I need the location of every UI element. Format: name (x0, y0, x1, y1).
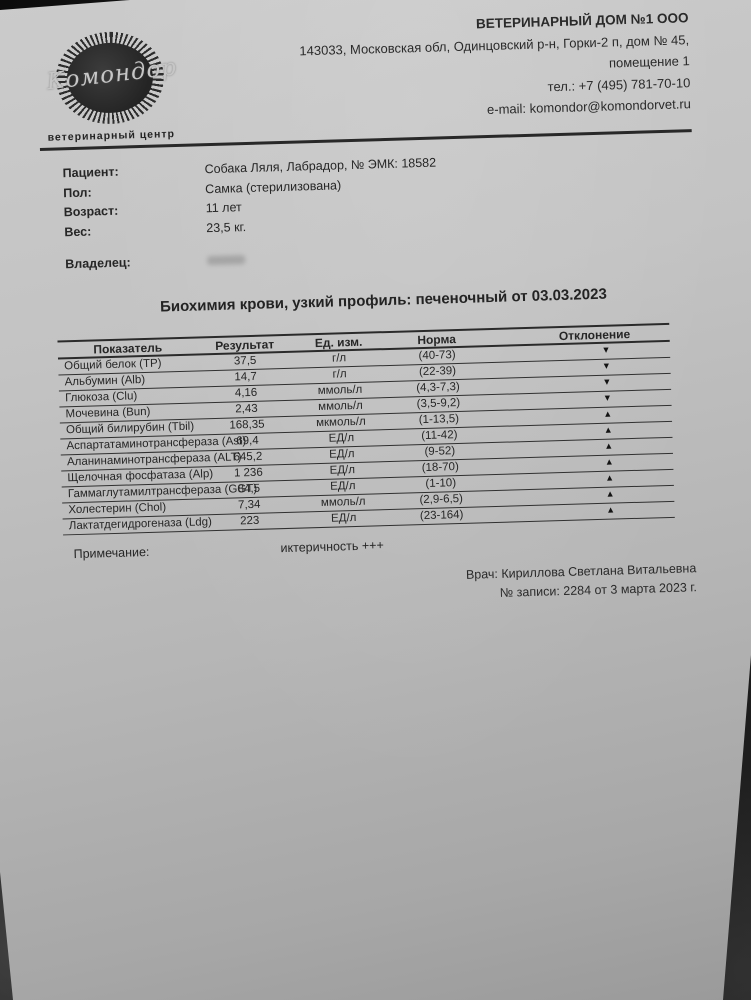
note-value: иктеричность +++ (280, 537, 384, 555)
parameter-name: Щелочная фосфатаза (Alp) (67, 468, 214, 485)
clinic-logo: Комондор ветеринарный центр (36, 6, 245, 144)
owner-label: Владелец: (65, 255, 131, 272)
unit: ммоль/л (317, 383, 363, 398)
clinic-info: ВЕТЕРИНАРНЫЙ ДОМ №1 ООО 143033, Московск… (242, 0, 692, 128)
deviation-arrow-icon: ▼ (602, 392, 612, 403)
result-value: 7,34 (237, 498, 261, 512)
column-header-parameter: Показатель (93, 340, 163, 357)
result-value: 14,7 (234, 370, 257, 384)
unit: мкмоль/л (315, 415, 366, 430)
norm-range: (18-70) (421, 461, 459, 475)
deviation-arrow-icon: ▼ (602, 376, 612, 387)
unit: ЕД/л (329, 448, 355, 461)
unit: ЕД/л (328, 432, 355, 445)
result-value: 4,16 (234, 386, 258, 400)
note-label: Примечание: (73, 544, 150, 561)
unit: ммоль/л (318, 399, 363, 414)
patient-value: 11 лет (205, 200, 242, 216)
unit: г/л (332, 368, 347, 381)
column-header-norm: Норма (417, 332, 457, 348)
patient-info: Пациент: Собака Ляля, Лабрадор, № ЭМК: 1… (40, 146, 695, 275)
deviation-arrow-icon: ▲ (604, 440, 614, 451)
parameter-name: Лактатдегидрогеназа (Ldg) (68, 516, 213, 533)
signature-block: Врач: Кириллова Светлана Витальевна № за… (52, 558, 705, 616)
komondor-dog-logo-icon: Комондор (45, 30, 178, 126)
unit: г/л (331, 352, 347, 365)
norm-range: (11-42) (421, 429, 458, 443)
norm-range: (4,3-7,3) (416, 380, 460, 395)
parameter-name: Холестерин (Chol) (68, 501, 167, 517)
result-value: 69,4 (236, 434, 259, 448)
norm-range: (1-10) (425, 477, 457, 490)
result-value: 223 (239, 514, 260, 528)
deviation-arrow-icon: ▲ (605, 504, 616, 515)
masthead: Комондор ветеринарный центр ВЕТЕРИНАРНЫЙ… (36, 0, 692, 144)
norm-range: (3,5-9,2) (416, 396, 461, 411)
deviation-arrow-icon: ▼ (601, 344, 611, 355)
unit: ЕД/л (329, 480, 356, 493)
parameter-name: Альбумин (Alb) (64, 374, 146, 389)
deviation-arrow-icon: ▲ (603, 408, 613, 419)
owner-row: Владелец: (65, 237, 695, 275)
deviation-arrow-icon: ▲ (604, 456, 614, 467)
owner-name-redaction-blur (207, 255, 246, 266)
result-value: 2,43 (235, 402, 258, 416)
result-value: 1 236 (233, 466, 263, 480)
parameter-name: Общий билирубин (Tbil) (65, 420, 195, 437)
result-value: 37,5 (233, 354, 257, 368)
deviation-arrow-icon: ▲ (605, 488, 615, 499)
parameter-name: Мочевина (Bun) (65, 405, 151, 421)
patient-value: 23,5 кг. (206, 219, 247, 235)
deviation-arrow-icon: ▲ (603, 424, 613, 435)
result-value: 168,35 (229, 418, 265, 432)
deviation-arrow-icon: ▼ (601, 360, 612, 371)
column-header-unit: Ед. изм. (314, 334, 363, 351)
norm-range: (2,9-6,5) (419, 492, 464, 507)
norm-range: (40-73) (418, 349, 456, 363)
result-value: 645,2 (233, 450, 263, 464)
norm-range: (23-164) (419, 508, 464, 523)
logo-caption: ветеринарный центр (47, 128, 176, 144)
note-row: Примечание: иктеричность +++ (51, 529, 703, 562)
unit: ммоль/л (320, 495, 366, 509)
report-title: Биохимия крови, узкий профиль: печеночны… (159, 285, 608, 316)
patient-value: Самка (стерилизована) (204, 177, 342, 196)
results-table: Показатель Результат Ед. изм. Норма Откл… (57, 322, 675, 535)
unit: ЕД/л (330, 511, 357, 525)
column-header-result: Результат (215, 337, 275, 353)
patient-label: Вес: (64, 224, 92, 239)
document-content: Комондор ветеринарный центр ВЕТЕРИНАРНЫЙ… (36, 0, 705, 616)
column-header-deviation: Отклонение (558, 327, 631, 344)
deviation-arrow-icon: ▲ (605, 472, 615, 483)
result-value: 84,5 (237, 482, 261, 496)
unit: ЕД/л (329, 464, 356, 477)
norm-range: (1-13,5) (418, 412, 460, 427)
norm-range: (22-39) (418, 365, 457, 379)
parameter-name: Общий белок (TP) (64, 357, 162, 373)
norm-range: (9-52) (424, 445, 456, 458)
parameter-name: Глюкоза (Clu) (64, 390, 138, 405)
